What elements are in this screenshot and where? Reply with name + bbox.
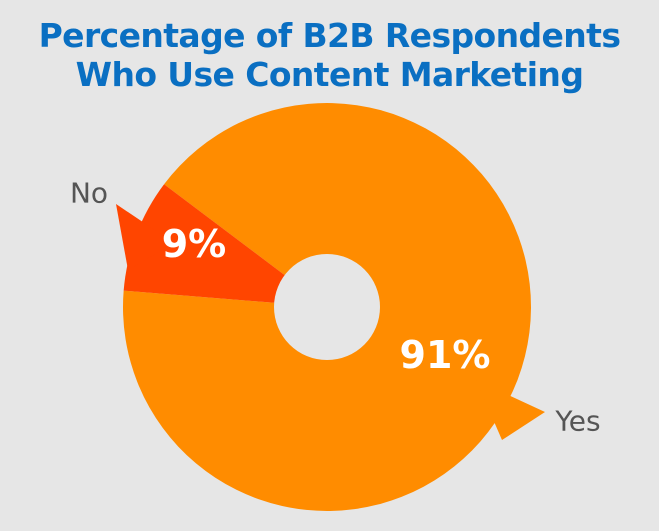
- donut-hole: [274, 254, 380, 360]
- slice-value-label-no: 9%: [162, 222, 227, 266]
- slice-value-label-yes: 91%: [400, 333, 491, 377]
- pointer-tail-no: [116, 204, 174, 270]
- chart-title-line-2: Who Use Content Marketing: [75, 55, 584, 94]
- category-label-yes: Yes: [554, 405, 600, 438]
- category-label-no: No: [70, 177, 108, 210]
- pie-slice-no: [123, 184, 328, 307]
- chart-title: Percentage of B2B Respondents Who Use Co…: [0, 16, 659, 94]
- chart-title-line-1: Percentage of B2B Respondents: [38, 16, 621, 55]
- pointer-tail-yes: [476, 380, 545, 440]
